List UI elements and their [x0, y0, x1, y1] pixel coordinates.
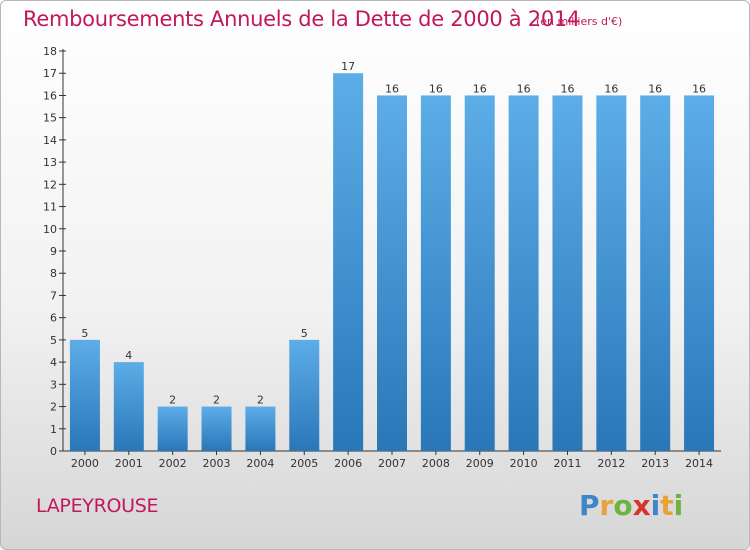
x-tick-label: 2000: [71, 457, 99, 470]
y-tick-label: 7: [50, 289, 57, 302]
y-tick-label: 0: [50, 445, 57, 458]
data-label: 16: [648, 82, 662, 95]
x-tick-label: 2004: [246, 457, 274, 470]
y-tick-label: 17: [43, 67, 57, 80]
x-tick-label: 2001: [115, 457, 143, 470]
bar: [157, 406, 188, 451]
bar: [245, 406, 276, 451]
bar: [420, 95, 451, 451]
bar: [508, 95, 539, 451]
x-tick-label: 2014: [685, 457, 713, 470]
logo-letter: i: [650, 489, 661, 522]
bar: [333, 73, 364, 451]
bar: [377, 95, 407, 451]
data-label: 5: [301, 327, 308, 340]
data-label: 2: [257, 394, 264, 407]
y-tick-label: 13: [43, 156, 57, 169]
x-tick-label: 2012: [597, 457, 625, 470]
logo-letter: P: [579, 489, 600, 522]
bar: [289, 339, 320, 451]
bar: [684, 95, 715, 451]
data-label: 17: [341, 60, 355, 73]
x-tick-label: 2013: [641, 457, 669, 470]
x-tick-label: 2006: [334, 457, 362, 470]
x-tick-label: 2009: [466, 457, 494, 470]
x-tick-label: 2010: [510, 457, 538, 470]
data-label: 16: [517, 82, 531, 95]
data-label: 16: [473, 82, 487, 95]
data-label: 2: [213, 394, 220, 407]
data-label: 16: [429, 82, 443, 95]
data-label: 4: [125, 349, 132, 362]
y-tick-label: 11: [43, 201, 57, 214]
logo-letter: x: [632, 489, 651, 522]
y-tick-label: 10: [43, 223, 57, 236]
y-tick-label: 3: [50, 378, 57, 391]
x-tick-label: 2003: [203, 457, 231, 470]
x-tick-label: 2002: [159, 457, 187, 470]
logo-letter: o: [613, 489, 633, 522]
logo-letter: i: [673, 489, 684, 522]
y-tick-label: 8: [50, 267, 57, 280]
y-tick-label: 9: [50, 245, 57, 258]
bar: [596, 95, 627, 451]
data-label: 16: [692, 82, 706, 95]
bar: [464, 95, 495, 451]
chart-subtitle: (en milliers d'€): [536, 15, 623, 28]
x-tick-label: 2005: [290, 457, 318, 470]
y-tick-label: 6: [50, 312, 57, 325]
chart-title: Remboursements Annuels de la Dette de 20…: [23, 7, 580, 31]
bar: [113, 362, 144, 451]
y-tick-label: 12: [43, 178, 57, 191]
y-tick-label: 4: [50, 356, 57, 369]
data-label: 2: [169, 394, 176, 407]
y-tick-label: 1: [50, 423, 57, 436]
logo-letter: t: [660, 489, 674, 522]
data-label: 5: [81, 327, 88, 340]
y-tick-label: 5: [50, 334, 57, 347]
y-tick-label: 15: [43, 112, 57, 125]
y-tick-label: 2: [50, 401, 57, 414]
bar: [201, 406, 232, 451]
x-tick-label: 2007: [378, 457, 406, 470]
bar: [552, 95, 583, 451]
bar: [640, 95, 671, 451]
y-tick-label: 16: [43, 89, 57, 102]
data-label: 16: [385, 82, 399, 95]
bar: [69, 339, 100, 451]
y-tick-label: 14: [43, 134, 57, 147]
y-tick-label: 18: [43, 45, 57, 58]
town-name: LAPEYROUSE: [36, 495, 159, 517]
data-label: 16: [560, 82, 574, 95]
x-tick-label: 2011: [553, 457, 581, 470]
data-label: 16: [604, 82, 618, 95]
logo-letter: r: [599, 489, 614, 522]
proxiti-logo: Proxiti: [579, 489, 683, 522]
x-tick-label: 2008: [422, 457, 450, 470]
